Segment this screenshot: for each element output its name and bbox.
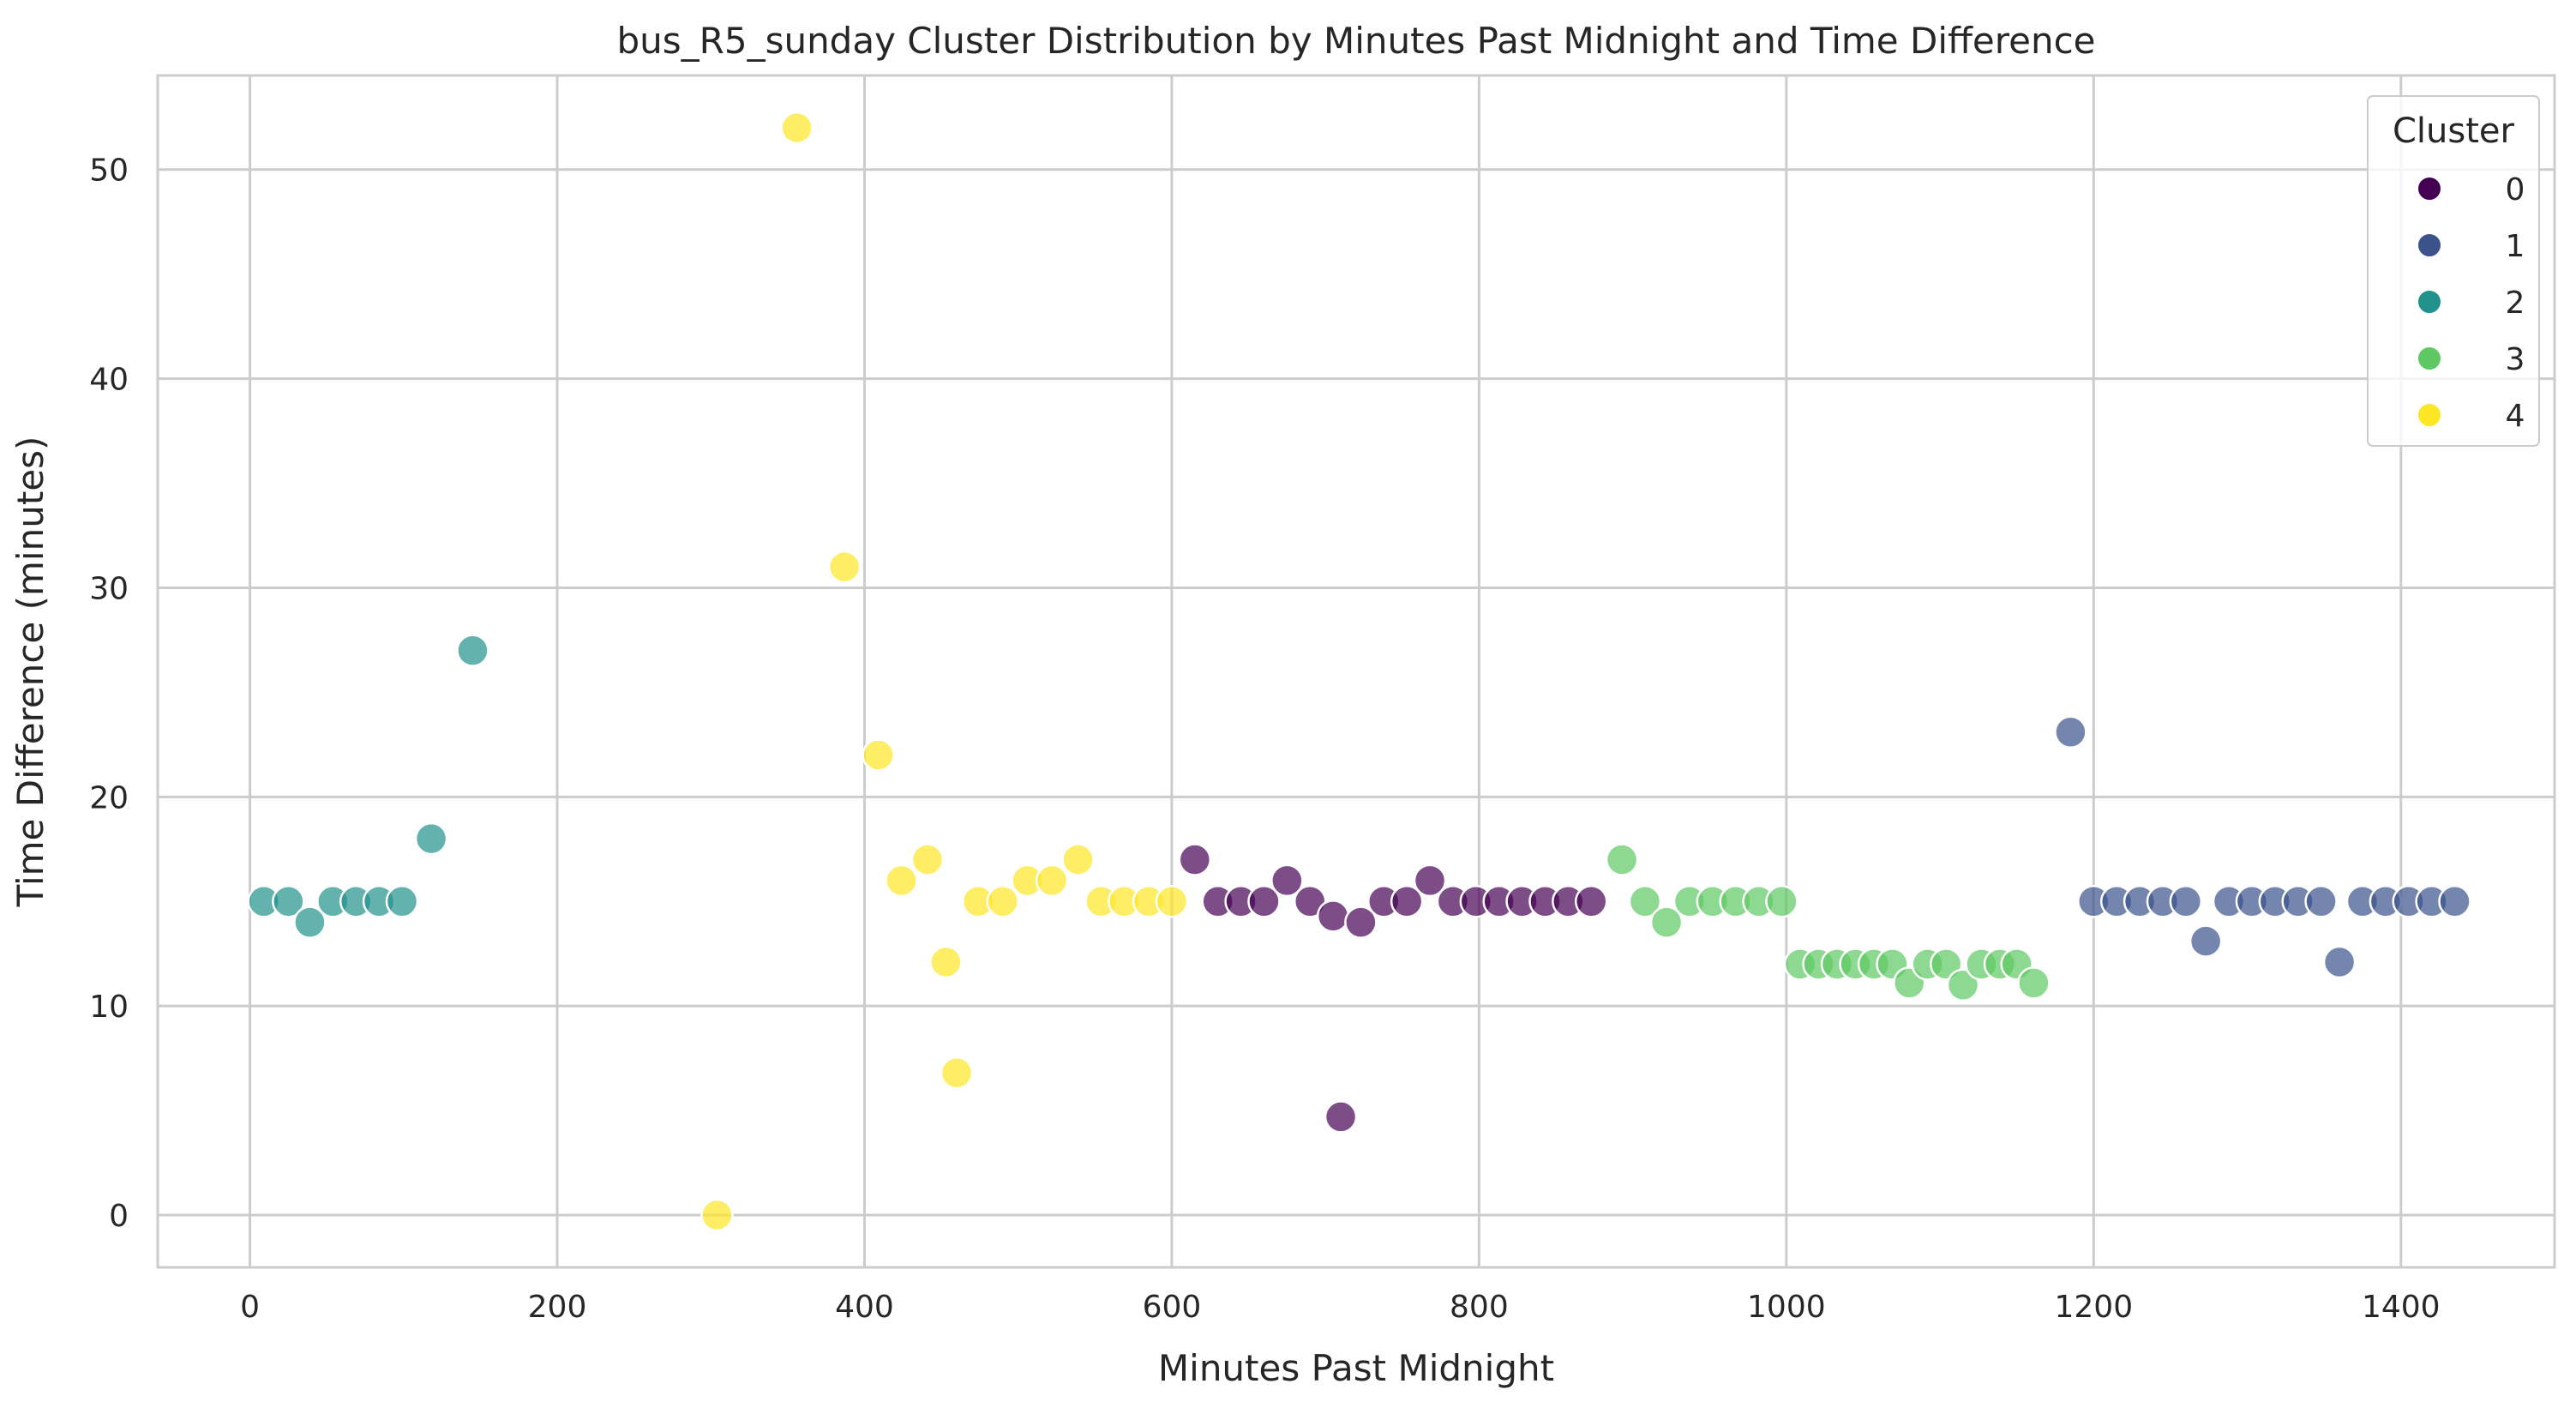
data-point-cluster-1: [2054, 715, 2087, 749]
tick-labels: 0 200 400 600 800 1000 1200 1400 0 10 20 30 40 50: [89, 153, 2440, 1325]
data-point-cluster-4: [910, 843, 945, 876]
y-tick-label: 0: [109, 1199, 129, 1234]
data-points: [247, 111, 2471, 1232]
y-axis-title: Time Difference (minutes): [9, 436, 51, 908]
x-tick-label: 1200: [2054, 1290, 2133, 1325]
data-point-cluster-0: [1316, 900, 1350, 933]
legend-label-cluster-4: 4: [2506, 399, 2525, 434]
x-tick-label: 1000: [1747, 1290, 1826, 1325]
y-tick-label: 20: [89, 780, 129, 815]
legend-label-cluster-1: 1: [2506, 229, 2525, 264]
x-tick-label: 400: [835, 1290, 894, 1325]
data-point-cluster-4: [1035, 863, 1069, 898]
x-tick-label: 1400: [2362, 1290, 2441, 1325]
legend-entries: 0 1 2 3 4: [2417, 172, 2525, 434]
data-point-cluster-0: [1344, 906, 1378, 939]
legend-label-cluster-0: 0: [2506, 172, 2525, 208]
x-tick-label: 200: [528, 1290, 587, 1325]
data-point-cluster-4: [929, 945, 963, 979]
data-point-cluster-3: [1946, 968, 1980, 1002]
data-point-cluster-3: [1628, 884, 1662, 918]
data-point-cluster-4: [1155, 884, 1189, 918]
x-tick-label: 600: [1143, 1290, 1202, 1325]
y-tick-label: 40: [89, 363, 129, 398]
data-point-cluster-0: [1270, 863, 1304, 898]
data-point-cluster-0: [1178, 843, 1212, 876]
data-point-cluster-2: [385, 884, 419, 918]
data-point-cluster-2: [414, 821, 448, 856]
y-tick-label: 50: [89, 153, 129, 189]
data-point-cluster-3: [1605, 843, 1639, 876]
data-point-cluster-4: [986, 884, 1020, 918]
data-point-cluster-0: [1413, 863, 1447, 898]
data-point-cluster-1: [2438, 884, 2471, 918]
legend-marker-cluster-1: [2417, 232, 2442, 258]
x-tick-label: 800: [1450, 1290, 1509, 1325]
legend-box: [2367, 95, 2540, 447]
data-point-cluster-4: [827, 550, 862, 584]
y-tick-label: 30: [89, 571, 129, 606]
data-point-cluster-4: [862, 738, 895, 772]
legend-marker-cluster-4: [2417, 402, 2442, 428]
data-point-cluster-3: [2017, 966, 2051, 1000]
data-point-cluster-3: [1649, 906, 1684, 939]
legend: Cluster 0 1 2 3 4: [2367, 95, 2540, 447]
data-point-cluster-0: [1247, 884, 1281, 918]
legend-marker-cluster-2: [2417, 289, 2442, 315]
data-point-cluster-1: [2189, 924, 2223, 958]
plot-frame: [156, 74, 2556, 1269]
data-point-cluster-0: [1390, 884, 1424, 918]
x-tick-label: 0: [240, 1290, 260, 1325]
data-point-cluster-3: [1765, 884, 1798, 918]
grid-lines: [158, 75, 2555, 1267]
data-point-cluster-4: [1061, 843, 1095, 876]
legend-label-cluster-3: 3: [2506, 342, 2525, 377]
legend-marker-cluster-3: [2417, 346, 2442, 371]
data-point-cluster-2: [456, 634, 489, 667]
data-point-cluster-0: [1324, 1100, 1358, 1134]
legend-title: Cluster: [2393, 111, 2515, 151]
data-point-cluster-4: [700, 1198, 734, 1232]
legend-label-cluster-2: 2: [2506, 286, 2525, 321]
data-point-cluster-1: [2304, 884, 2338, 918]
data-point-cluster-0: [1574, 884, 1608, 918]
data-point-cluster-4: [940, 1056, 974, 1090]
data-point-cluster-1: [2169, 884, 2203, 918]
x-axis-title: Minutes Past Midnight: [1158, 1347, 1554, 1389]
data-point-cluster-1: [2322, 945, 2357, 979]
data-point-cluster-4: [885, 863, 918, 898]
legend-marker-cluster-0: [2417, 176, 2442, 202]
data-point-cluster-4: [780, 111, 814, 145]
data-point-cluster-2: [272, 884, 305, 918]
y-tick-label: 10: [89, 990, 129, 1025]
chart-title: bus_R5_sunday Cluster Distribution by Mi…: [617, 20, 2096, 62]
data-point-cluster-2: [293, 906, 327, 939]
